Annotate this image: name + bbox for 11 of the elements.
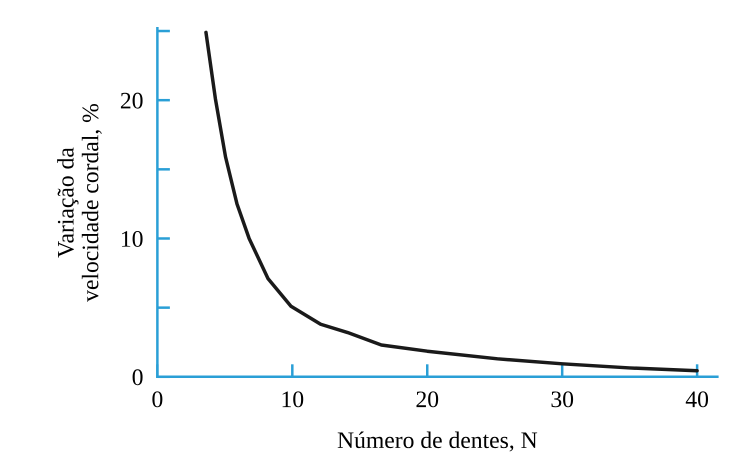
x-axis-title: Número de dentes, N: [338, 432, 538, 452]
y-axis-title: Variação da velocidade cordal, %: [57, 104, 102, 302]
x-tick-label: 10: [282, 391, 304, 408]
x-tick-label: 30: [552, 391, 574, 408]
y-tick-label: 0: [132, 369, 143, 386]
x-tick-label: 20: [416, 391, 438, 408]
x-tick-label: 0: [152, 391, 162, 408]
y-tick-label: 10: [122, 230, 143, 247]
line-series: [204, 30, 699, 372]
y-tick-label: 20: [120, 92, 143, 109]
x-tick-label: 40: [686, 391, 708, 408]
